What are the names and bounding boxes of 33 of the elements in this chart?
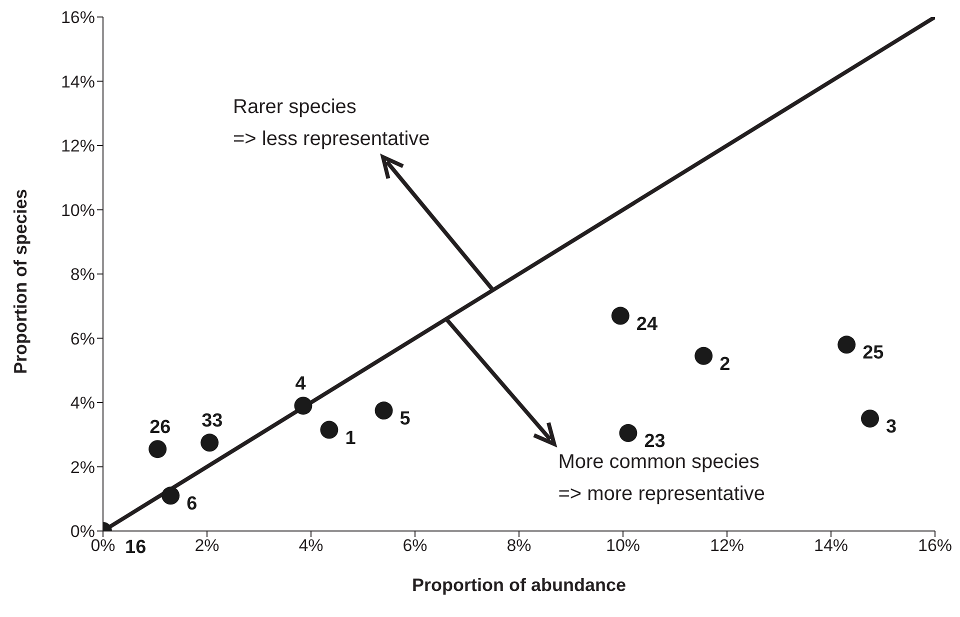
x-tick-label: 12% xyxy=(710,536,744,556)
y-tick-label: 8% xyxy=(70,265,95,284)
x-tick-label: 4% xyxy=(298,536,324,556)
annotation: 2 xyxy=(720,354,730,375)
annotation: 4 xyxy=(295,374,306,395)
annotation: 26 xyxy=(150,417,171,438)
y-tick-label: 2% xyxy=(70,458,95,477)
y-axis-title: Proportion of species xyxy=(10,188,30,374)
x-tick-label: 0% xyxy=(90,536,116,556)
x-tick-label: 6% xyxy=(402,536,428,556)
annotation: Rarer species => less representative xyxy=(233,95,430,152)
annotation: 23 xyxy=(644,431,666,452)
x-tick-label: 2% xyxy=(194,536,220,556)
x-tick-label: 8% xyxy=(506,536,532,556)
annotation: More common species => more representative xyxy=(558,450,765,507)
x-axis-title: Proportion of abundance xyxy=(412,575,626,595)
y-tick-label: 12% xyxy=(60,136,95,156)
annotation: 5 xyxy=(400,408,411,430)
y-tick-label: 4% xyxy=(70,394,95,413)
x-tick-label: 14% xyxy=(814,536,848,556)
y-tick-label: 10% xyxy=(60,200,95,220)
y-tick-label: 16% xyxy=(60,8,95,28)
y-tick-label: 14% xyxy=(60,72,95,92)
x-tick-label: 16% xyxy=(918,536,952,556)
annotation: 6 xyxy=(186,494,198,515)
annotation: 33 xyxy=(202,410,223,432)
y-tick-label: 6% xyxy=(70,329,95,348)
annotation: 3 xyxy=(886,416,897,438)
annotation: 1 xyxy=(345,428,356,449)
x-tick-label: 10% xyxy=(606,536,640,556)
annotation: 24 xyxy=(636,314,658,335)
annotation: 16 xyxy=(125,537,146,558)
annotation: 25 xyxy=(862,342,884,364)
